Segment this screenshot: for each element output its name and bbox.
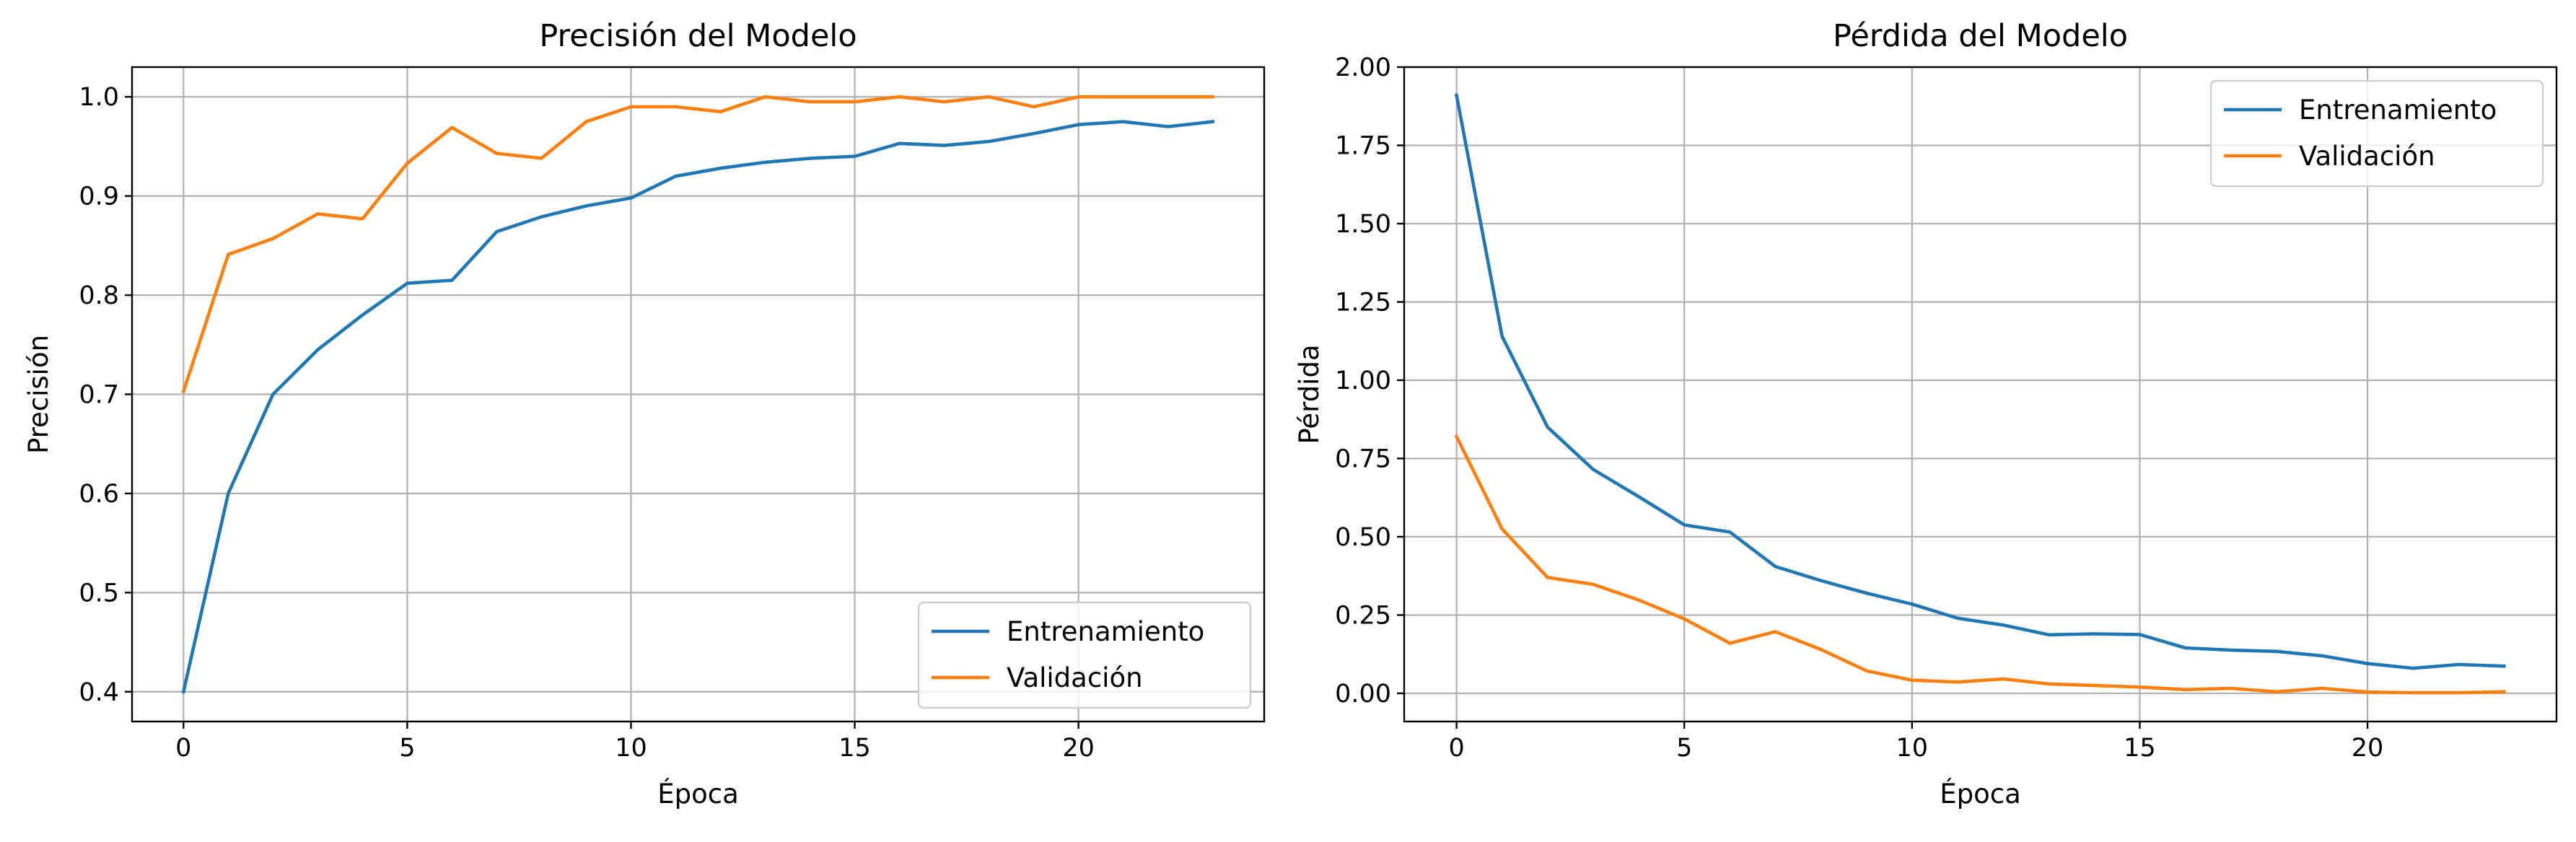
loss-legend: Entrenamiento Validación [2209, 79, 2544, 188]
accuracy-x-tick-label: 20 [1062, 734, 1095, 763]
loss-legend-label-val: Validación [2299, 141, 2435, 172]
accuracy-x-axis-label: Época [657, 778, 739, 810]
accuracy-legend-label-val: Validación [1007, 662, 1143, 693]
accuracy-y-tick-label: 0.4 [79, 678, 119, 707]
accuracy-x-tick-label: 10 [615, 734, 647, 763]
loss-series-line-val [1454, 434, 2506, 695]
accuracy-y-tick-label: 1.0 [79, 83, 119, 112]
accuracy-legend-box [917, 601, 1252, 709]
accuracy-grid [132, 67, 1264, 722]
loss-legend-label-train: Entrenamiento [2299, 95, 2497, 126]
accuracy-chart-title: Precisión del Modelo [539, 18, 857, 54]
accuracy-x-tick-label: 0 [175, 734, 191, 763]
loss-y-tick-label: 2.00 [1335, 53, 1391, 82]
accuracy-y-tick-label: 0.5 [79, 579, 119, 608]
accuracy-y-tick-label: 0.9 [79, 183, 119, 211]
loss-y-axis-label: Pérdida [1294, 344, 1325, 444]
loss-x-tick-label: 5 [1676, 734, 1692, 763]
accuracy-chart: 0 5 10 15 20 0.4 0.5 0.6 0.7 0.8 0.9 1.0 Precisión … [23, 18, 1266, 810]
accuracy-y-tick-label: 0.8 [79, 281, 119, 310]
loss-ticks: 0 5 10 15 20 0.00 0.25 0.50 0.75 1.00 1.25 1.50 1.75… [1335, 53, 2383, 763]
accuracy-x-tick-label: 5 [399, 734, 415, 763]
loss-y-tick-label: 0.25 [1335, 601, 1391, 630]
accuracy-y-axis-label: Precisión [23, 335, 54, 454]
loss-y-tick-label: 1.00 [1335, 367, 1391, 395]
loss-y-tick-label: 0.75 [1335, 444, 1391, 473]
loss-chart-title: Pérdida del Modelo [1833, 18, 2128, 54]
loss-y-tick-label: 0.50 [1335, 523, 1391, 552]
accuracy-series-line-val [181, 95, 1214, 394]
accuracy-series-line-train [181, 120, 1215, 694]
loss-y-tick-label: 1.25 [1335, 288, 1391, 317]
loss-y-tick-label: 1.50 [1335, 210, 1391, 239]
loss-series-line-train [1454, 93, 2506, 670]
loss-x-tick-label: 15 [2124, 734, 2156, 763]
loss-y-tick-label: 1.75 [1335, 131, 1391, 160]
loss-x-tick-label: 10 [1896, 734, 1929, 763]
accuracy-legend: Entrenamiento Validación [917, 601, 1252, 709]
loss-legend-box [2209, 79, 2544, 188]
loss-x-axis-label: Época [1940, 778, 2021, 810]
accuracy-legend-label-train: Entrenamiento [1007, 616, 1204, 647]
loss-series-lines [1454, 93, 2506, 695]
loss-x-tick-label: 20 [2352, 734, 2384, 763]
loss-x-tick-label: 0 [1448, 734, 1464, 763]
loss-y-tick-label: 0.00 [1335, 680, 1391, 709]
loss-plot-frame [1403, 66, 2558, 723]
accuracy-x-tick-label: 15 [838, 734, 871, 763]
accuracy-series-lines [181, 95, 1215, 694]
accuracy-ticks: 0 5 10 15 20 0.4 0.5 0.6 0.7 0.8 0.9 1.0 [79, 83, 1095, 763]
accuracy-y-tick-label: 0.7 [79, 381, 119, 410]
accuracy-y-tick-label: 0.6 [79, 480, 119, 509]
loss-chart: 0 5 10 15 20 0.00 0.25 0.50 0.75 1.00 1.25 1.50 1.75… [1294, 18, 2558, 810]
